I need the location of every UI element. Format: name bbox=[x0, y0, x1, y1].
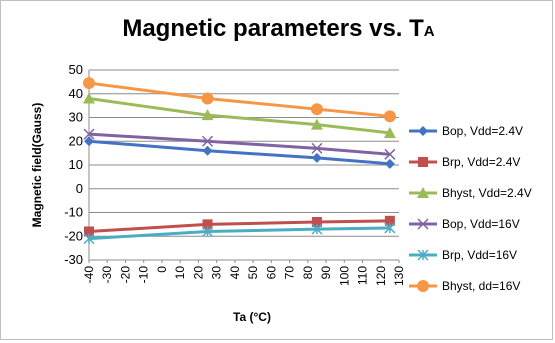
x-tick-label: 130 bbox=[392, 266, 406, 286]
data-point bbox=[383, 126, 396, 138]
data-point bbox=[383, 110, 396, 123]
x-tick-label: -10 bbox=[137, 266, 151, 284]
y-tick-label: 10 bbox=[69, 157, 83, 172]
legend-label: Bhyst, Vdd=2.4V bbox=[442, 186, 532, 200]
data-point bbox=[83, 233, 95, 245]
chart-title-subscript: A bbox=[423, 23, 435, 40]
data-point bbox=[384, 215, 395, 226]
x-tick-label: 60 bbox=[264, 266, 278, 280]
data-point bbox=[201, 109, 214, 121]
data-point bbox=[84, 226, 94, 237]
legend-marker bbox=[417, 218, 429, 230]
y-tick-label: 0 bbox=[76, 181, 83, 196]
x-tick-label: 20 bbox=[191, 266, 205, 280]
x-tick-label: 100 bbox=[337, 266, 351, 286]
data-point bbox=[384, 222, 396, 234]
data-point bbox=[310, 118, 323, 130]
series-line bbox=[88, 97, 391, 135]
data-point bbox=[384, 148, 396, 160]
legend-marker bbox=[418, 126, 428, 136]
chart-title: Magnetic parameters vs. TA bbox=[122, 15, 435, 42]
x-tick-label: -40 bbox=[82, 266, 96, 284]
data-point bbox=[83, 77, 95, 90]
legend-label: Brp, Vdd=2.4V bbox=[442, 155, 520, 169]
legend-label: Bop, Vdd=2.4V bbox=[442, 124, 523, 138]
legend-label: Bhyst, dd=16V bbox=[442, 279, 520, 293]
series-line bbox=[88, 132, 391, 156]
x-tick-label: 40 bbox=[228, 266, 242, 280]
series-line bbox=[88, 226, 390, 241]
data-point bbox=[202, 145, 213, 156]
y-axis-label: Magnetic field(Gauss) bbox=[30, 103, 44, 228]
legend-label: Brp, Vdd=16V bbox=[442, 248, 517, 262]
data-point bbox=[384, 158, 395, 169]
x-tick-label: 120 bbox=[374, 266, 388, 286]
y-tick-label: 20 bbox=[69, 133, 83, 148]
x-tick-label: 80 bbox=[301, 266, 315, 280]
y-tick-label: -20 bbox=[64, 228, 83, 243]
legend-label: Bop, Vdd=16V bbox=[442, 217, 520, 231]
x-tick-label: 90 bbox=[319, 266, 333, 280]
legend-marker bbox=[417, 280, 429, 292]
y-tick-label: 30 bbox=[69, 110, 83, 125]
data-point bbox=[311, 152, 322, 163]
x-tick-label: -30 bbox=[100, 266, 114, 284]
y-tick-label: -10 bbox=[64, 205, 83, 220]
x-tick-label: 30 bbox=[210, 266, 224, 280]
data-point bbox=[311, 142, 323, 154]
x-axis-label: Ta (°C) bbox=[233, 310, 271, 324]
data-point bbox=[201, 92, 214, 105]
data-point bbox=[310, 103, 323, 116]
legend-marker bbox=[418, 157, 428, 167]
x-tick-label: 70 bbox=[283, 266, 297, 280]
x-tick-label: 50 bbox=[246, 266, 260, 280]
x-tick-label: 0 bbox=[155, 266, 169, 273]
legend-marker bbox=[417, 187, 429, 198]
y-tick-label: 40 bbox=[69, 86, 83, 101]
series-line bbox=[88, 219, 390, 233]
series-line bbox=[88, 139, 391, 166]
data-point bbox=[201, 135, 214, 147]
data-point bbox=[311, 217, 322, 227]
series-line bbox=[88, 81, 391, 118]
data-point bbox=[83, 128, 95, 140]
x-tick-label: 110 bbox=[356, 266, 370, 285]
data-point bbox=[201, 225, 214, 238]
data-point bbox=[311, 223, 323, 235]
y-tick-label: 50 bbox=[69, 62, 83, 77]
y-tick-label: -30 bbox=[64, 252, 83, 267]
data-point bbox=[84, 136, 94, 147]
data-point bbox=[202, 219, 213, 230]
x-tick-label: -20 bbox=[118, 266, 132, 284]
data-point bbox=[83, 92, 95, 104]
x-tick-label: 10 bbox=[173, 266, 187, 280]
legend-marker bbox=[417, 249, 429, 261]
